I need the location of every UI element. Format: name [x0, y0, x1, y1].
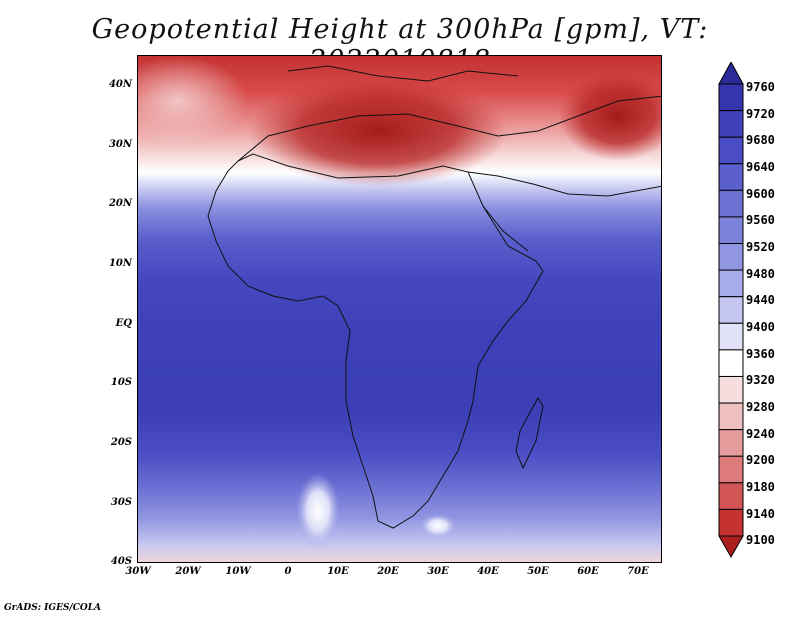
lon-label-20w: 20W	[175, 566, 201, 577]
colorbar-label: 9240	[746, 427, 775, 441]
colorbar-label: 9360	[746, 347, 775, 361]
colorbar-label: 9600	[746, 187, 775, 201]
lon-label-50e: 50E	[527, 566, 549, 577]
colorbar-label: 9440	[746, 293, 775, 307]
colorbar-swatch	[718, 83, 744, 112]
lat-label-eq: EQ	[115, 318, 132, 329]
colorbar-swatch	[718, 269, 744, 298]
lat-label-30s: 30S	[110, 497, 132, 508]
colorbar-label: 9720	[746, 107, 775, 121]
lat-label-40s: 40S	[110, 556, 132, 567]
lat-label-40n: 40N	[108, 79, 132, 90]
lon-label-30w: 30W	[125, 566, 151, 577]
colorbar-swatch	[718, 243, 744, 271]
colorbar-label: 9100	[746, 533, 775, 547]
colorbar-label: 9480	[746, 267, 775, 281]
lon-label-30e: 30E	[427, 566, 449, 577]
colorbar-swatch	[718, 216, 744, 245]
colorbar-swatch	[718, 482, 744, 510]
lat-label-30n: 30N	[108, 139, 132, 150]
lon-label-20e: 20E	[377, 566, 399, 577]
colorbar-label: 9140	[746, 507, 775, 521]
map-panel	[137, 55, 662, 563]
colorbar-label: 9280	[746, 400, 775, 414]
colorbar-label: 9560	[746, 213, 775, 227]
colorbar-label: 9520	[746, 240, 775, 254]
colorbar-label: 9760	[746, 80, 775, 94]
colorbar-swatch	[718, 402, 744, 431]
colorbar-label: 9320	[746, 373, 775, 387]
lon-label-60e: 60E	[577, 566, 599, 577]
lon-label-10w: 10W	[225, 566, 251, 577]
colorbar-swatch	[718, 508, 744, 537]
colorbar-label: 9400	[746, 320, 775, 334]
colorbar-top-arrow	[718, 62, 744, 85]
colorbar-swatch	[718, 322, 744, 351]
colorbar-swatch	[718, 429, 744, 457]
lat-label-20n: 20N	[108, 198, 132, 209]
colorbar-label: 9640	[746, 160, 775, 174]
colorbar-label: 9200	[746, 453, 775, 467]
colorbar-swatch	[718, 189, 744, 218]
colorbar-swatch	[718, 110, 744, 138]
lon-label-70e: 70E	[627, 566, 649, 577]
colorbar-label: 9180	[746, 480, 775, 494]
colorbar-bottom-arrow	[718, 535, 744, 558]
lon-label-40e: 40E	[477, 566, 499, 577]
colorbar-swatch	[718, 296, 744, 324]
lon-label-10e: 10E	[327, 566, 349, 577]
colorbar-label: 9680	[746, 133, 775, 147]
map-field	[138, 56, 661, 562]
colorbar	[718, 62, 744, 558]
lon-label-0: 0	[284, 566, 292, 577]
grads-credit: GrADS: IGES/COLA	[4, 603, 102, 613]
lat-label-10s: 10S	[110, 377, 132, 388]
colorbar-swatch	[718, 375, 744, 404]
lat-label-20s: 20S	[110, 437, 132, 448]
lat-label-10n: 10N	[108, 258, 132, 269]
colorbar-swatch	[718, 455, 744, 484]
colorbar-swatch	[718, 349, 744, 377]
colorbar-swatch	[718, 163, 744, 191]
colorbar-swatch	[718, 136, 744, 165]
